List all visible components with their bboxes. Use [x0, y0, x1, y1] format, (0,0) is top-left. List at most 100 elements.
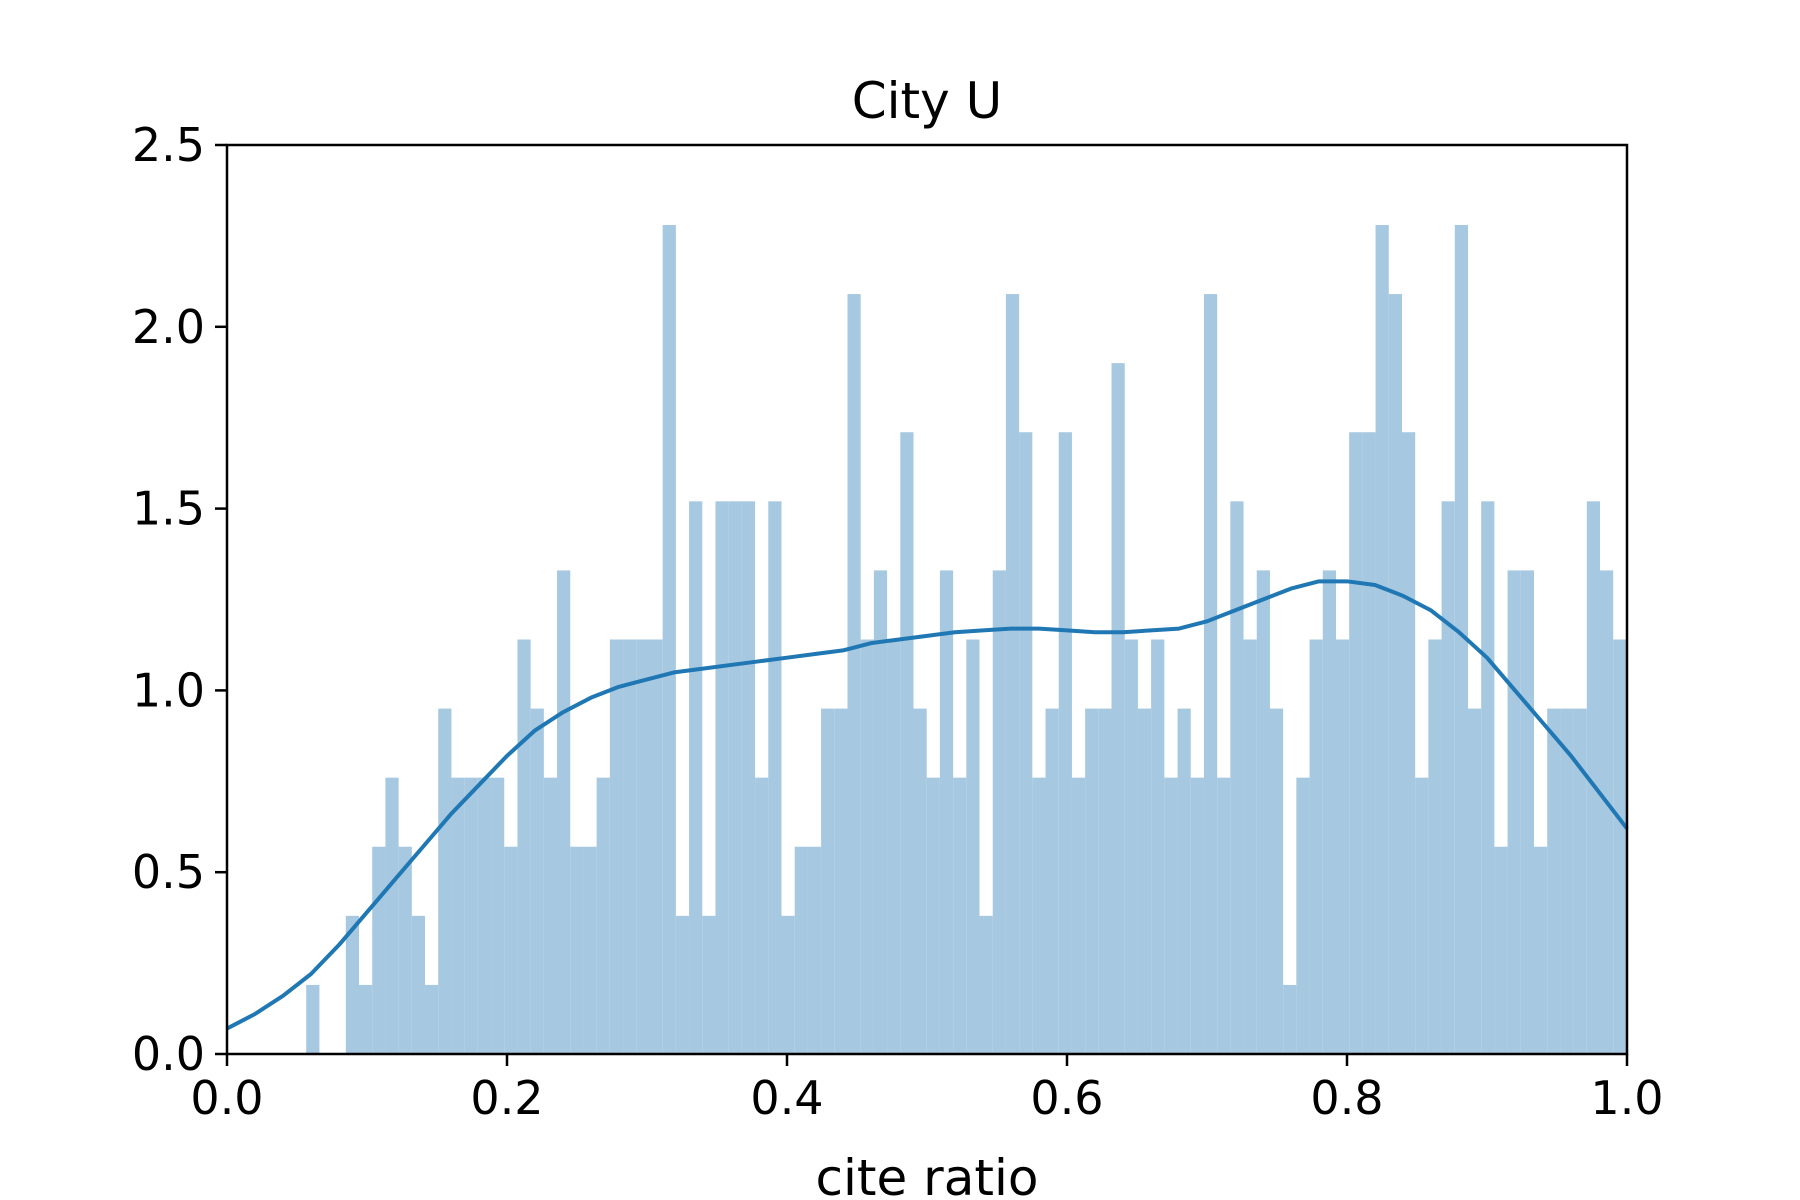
y-tick-label: 2.5 [132, 118, 205, 172]
histogram-bar [807, 846, 822, 1054]
histogram-bar [1335, 639, 1350, 1054]
histogram-bar [570, 846, 584, 1054]
histogram-bar [1573, 708, 1587, 1054]
histogram-bar [755, 777, 769, 1054]
x-tick-label: 0.8 [1310, 1071, 1383, 1125]
histogram-bar [913, 708, 927, 1054]
histogram-bar [900, 432, 914, 1054]
x-tick-label: 0.0 [190, 1071, 263, 1125]
histogram-bar [1124, 639, 1138, 1054]
histogram-bar [979, 915, 993, 1054]
histogram-bar [689, 501, 703, 1055]
histogram-bar [464, 777, 478, 1054]
x-tick-label: 1.0 [1590, 1071, 1663, 1125]
histogram-bar [715, 501, 729, 1055]
histogram-bar [662, 224, 676, 1055]
x-tick-label: 0.6 [1030, 1071, 1103, 1125]
histogram-bar [741, 501, 756, 1055]
axes [225, 143, 1629, 1056]
histogram-bar [860, 639, 874, 1054]
histogram-bar [1560, 708, 1574, 1054]
histogram-bar [1547, 708, 1561, 1054]
kde-curve-layer [226, 579, 1629, 1031]
histogram-bar [1309, 639, 1323, 1054]
histogram-bar [1203, 294, 1218, 1055]
histogram-bar [411, 915, 426, 1054]
histogram-bar [847, 294, 861, 1055]
histogram-bar [1467, 708, 1482, 1054]
histogram-bar [1019, 432, 1033, 1054]
histogram-bar [504, 846, 518, 1054]
y-tick-label: 1.5 [132, 482, 205, 536]
histogram-bar [768, 501, 782, 1055]
histogram-bar [438, 708, 452, 1054]
histogram-bar [834, 708, 848, 1054]
histogram-bar [596, 777, 610, 1054]
histogram-bar [1005, 294, 1020, 1055]
y-tick-label: 0.0 [132, 1027, 205, 1081]
histogram-bar [1600, 570, 1614, 1054]
histogram-bar [728, 501, 742, 1055]
histogram-bar [1032, 777, 1046, 1054]
histogram-bar [385, 777, 399, 1054]
histogram-bar [1296, 777, 1310, 1054]
histogram-bar [794, 846, 808, 1054]
histogram-bar [543, 777, 558, 1054]
histogram-bar [345, 915, 360, 1054]
histogram-bar [926, 777, 940, 1054]
histogram-bar [992, 570, 1006, 1054]
histogram-bar [1401, 432, 1416, 1054]
histogram-bar [306, 984, 320, 1054]
histogram-bar [1283, 984, 1297, 1054]
histogram-bar [781, 915, 795, 1054]
histogram-bar [530, 708, 544, 1054]
histogram-bar [623, 639, 637, 1054]
histogram-bar [1520, 570, 1534, 1054]
histogram-bar [557, 570, 571, 1054]
histogram-bar [1586, 501, 1601, 1055]
histogram-bar [1415, 777, 1429, 1054]
histogram-bar [1454, 224, 1468, 1055]
histogram-bar [372, 846, 386, 1054]
histogram-bar [1137, 708, 1152, 1054]
histogram-bar [1071, 777, 1086, 1054]
histogram-bar [1494, 846, 1508, 1054]
histogram-bar [1322, 570, 1336, 1054]
histogram-bar [939, 570, 954, 1054]
histogram-bar [1217, 777, 1231, 1054]
histogram-bar [1230, 501, 1244, 1055]
histogram-bar [1428, 639, 1442, 1054]
histogram-bar [1362, 432, 1376, 1054]
histogram-bar [702, 915, 716, 1054]
y-tick-label: 2.0 [132, 300, 205, 354]
histogram-bar [1058, 432, 1072, 1054]
histogram-bar [953, 777, 967, 1054]
histogram-bar [966, 639, 980, 1054]
histogram-bar [359, 984, 373, 1054]
axis-ticks: 0.0 0.2 0.4 0.6 0.8 1.0 0.0 0.5 1.0 1.5 2.0 2.5 [132, 118, 1664, 1125]
histogram-bar [1151, 639, 1165, 1054]
x-tick-label: 0.2 [470, 1071, 543, 1125]
histogram-bar [1098, 708, 1112, 1054]
histogram-bar [1085, 708, 1099, 1054]
histogram-bar [887, 639, 901, 1054]
histogram-bar [477, 777, 492, 1054]
histogram-bar [1190, 777, 1204, 1054]
histogram-bar [451, 777, 465, 1054]
histogram-bar [425, 984, 439, 1054]
histogram-bar [1177, 708, 1191, 1054]
histogram-bar [1164, 777, 1178, 1054]
histogram-bar [583, 846, 597, 1054]
histogram-bar [1388, 294, 1402, 1055]
histogram-bar [636, 639, 650, 1054]
histogram-bar [1534, 846, 1548, 1054]
histogram-bar [398, 846, 412, 1054]
histogram-bar [609, 639, 624, 1054]
chart-title: City U [852, 72, 1003, 130]
histogram-bar [1507, 570, 1521, 1054]
histogram-bar [1256, 570, 1270, 1054]
histogram-bar [649, 639, 663, 1054]
histogram-bar [1375, 224, 1389, 1055]
plot-frame [225, 143, 1629, 1056]
